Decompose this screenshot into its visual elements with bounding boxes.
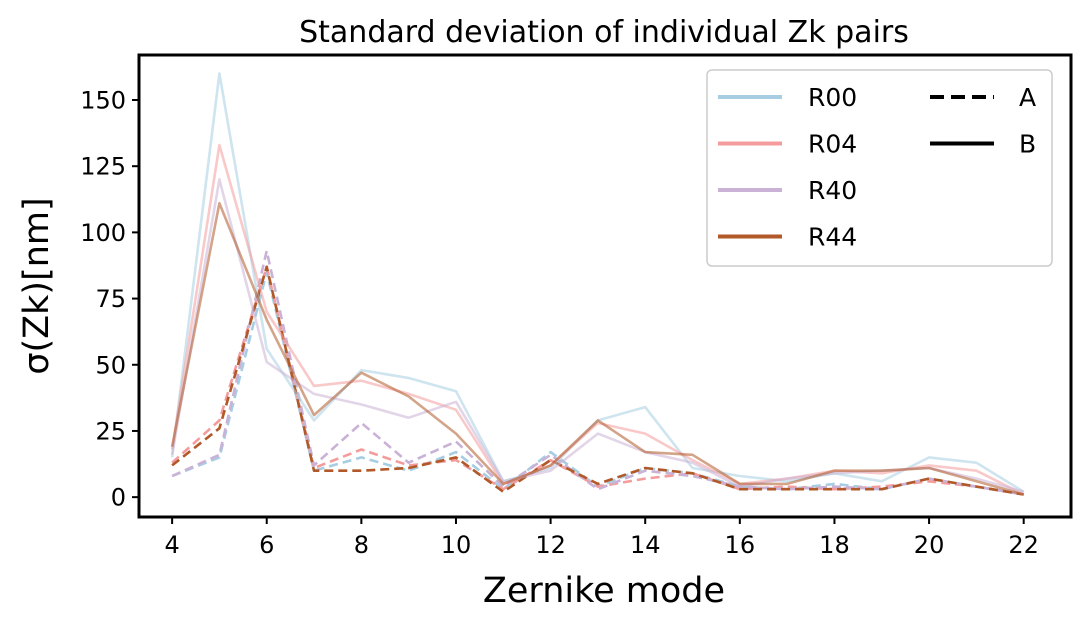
legend-box — [706, 69, 1053, 267]
series-line-r04-b — [170, 143, 1025, 496]
legend-label-r00: R00 — [808, 83, 857, 112]
x-tick-label: 18 — [819, 531, 850, 559]
plot-frame — [137, 53, 1073, 519]
y-tick-label: 150 — [80, 87, 126, 115]
y-axis: 0 25 50 75 100 125 150 — [80, 87, 139, 512]
legend-label-r44: R44 — [808, 223, 857, 252]
legend: R00 R04 R40 R44 AB — [706, 69, 1053, 267]
x-tick-label: 6 — [259, 531, 274, 559]
x-tick-label: 20 — [914, 531, 945, 559]
series-layer — [170, 72, 1025, 496]
x-axis: 4 6 8 10 12 14 16 18 20 22 — [164, 517, 1039, 559]
series-line-r40-a — [171, 249, 1024, 496]
y-tick-label: 100 — [80, 219, 126, 247]
y-tick-label: 25 — [95, 417, 126, 445]
legend-label-r04: R04 — [808, 130, 857, 159]
legend-style-entries: AB — [930, 83, 1036, 159]
x-axis-title: Zernike mode — [483, 571, 725, 611]
x-tick-label: 10 — [441, 531, 472, 559]
series-line-r44-b — [170, 202, 1025, 496]
chart-title: Standard deviation of individual Zk pair… — [299, 15, 909, 50]
series-line-r04-a — [171, 265, 1024, 496]
x-tick-label: 16 — [725, 531, 756, 559]
series-line-r44-a — [171, 265, 1024, 496]
y-tick-label: 0 — [111, 484, 126, 512]
y-tick-label: 125 — [80, 153, 126, 181]
x-tick-label: 8 — [354, 531, 369, 559]
legend-label-r40: R40 — [808, 176, 857, 205]
x-tick-label: 14 — [630, 531, 661, 559]
legend-label-b: B — [1019, 130, 1036, 159]
y-tick-label: 50 — [95, 351, 126, 379]
legend-label-a: A — [1019, 83, 1036, 112]
y-axis-title: σ(Zk)[nm] — [17, 197, 57, 374]
x-tick-label: 22 — [1008, 531, 1039, 559]
x-tick-label: 4 — [164, 531, 179, 559]
x-tick-label: 12 — [535, 531, 566, 559]
y-tick-label: 75 — [95, 285, 126, 313]
legend-series-entries: R00 R04 R40 R44 — [718, 83, 857, 252]
